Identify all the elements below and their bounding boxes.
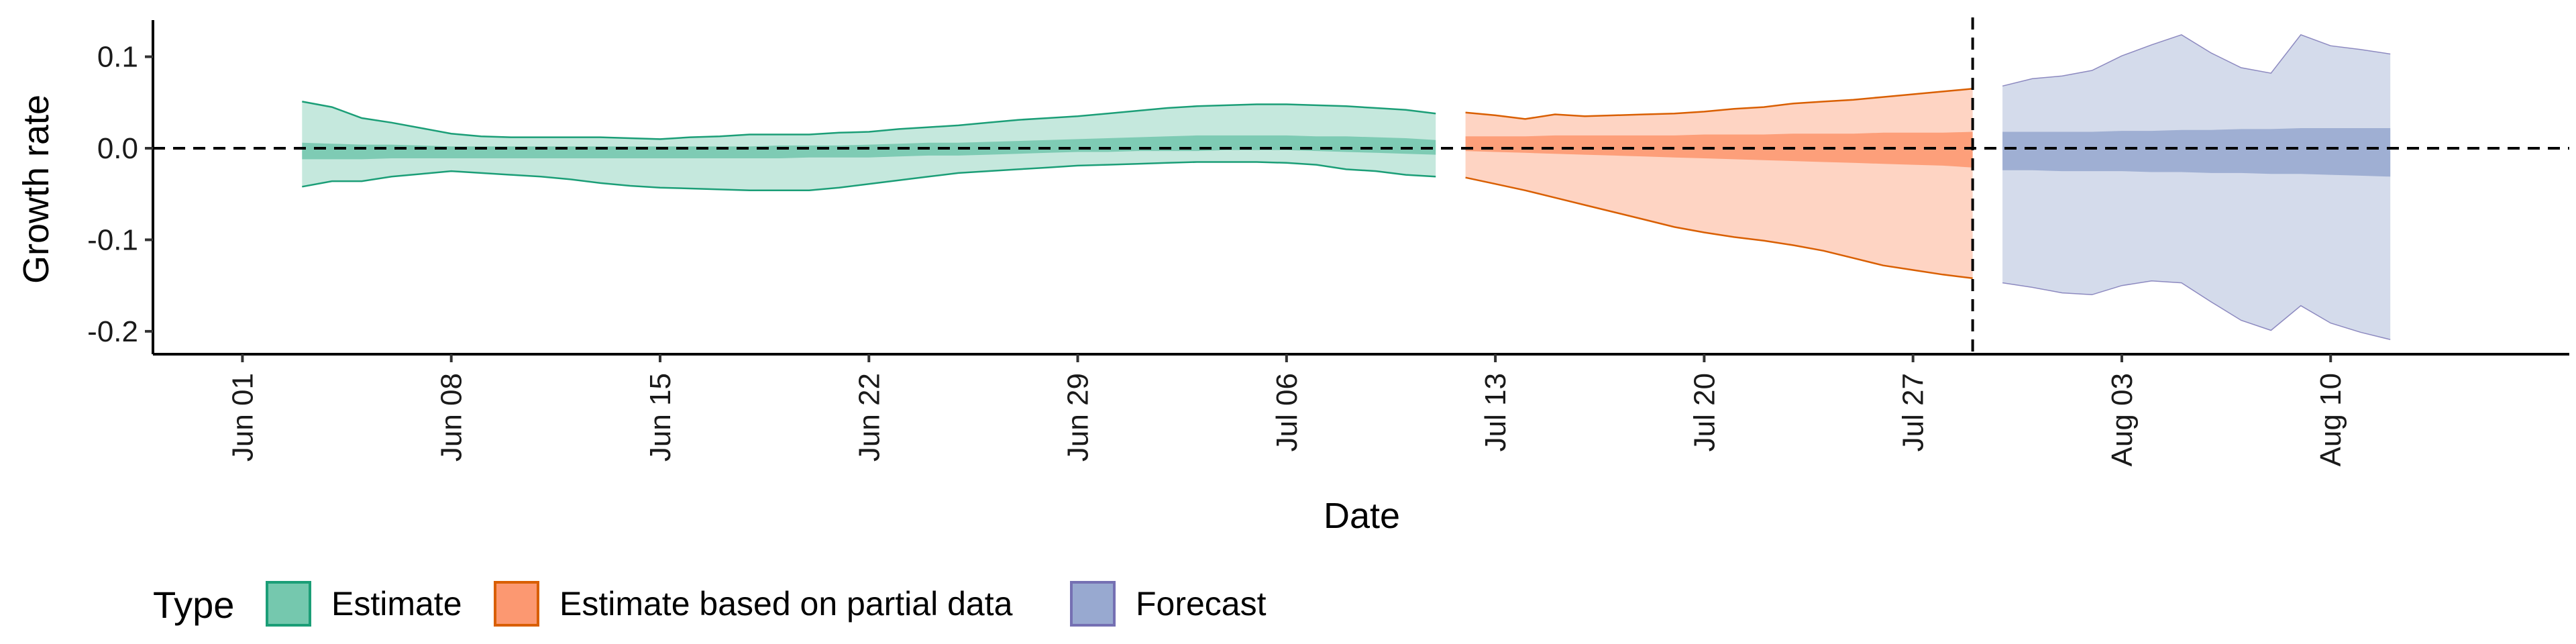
legend-title: Type: [153, 584, 234, 626]
legend-label-forecast: Forecast: [1136, 585, 1267, 623]
x-tick-label: Jul 06: [1271, 373, 1303, 451]
plot-area: [153, 17, 2569, 354]
x-tick-label: Jun 22: [853, 373, 885, 462]
forecast-lower-line: [2002, 280, 2391, 340]
tick-labels: 0.1 0.0 -0.1 -0.2 Jun 01 Jun 08 Jun 15 Jun 22 Ju…: [87, 41, 2347, 467]
x-tick-label: Aug 10: [2314, 373, 2347, 466]
axes: [152, 20, 2569, 356]
y-tick-label: 0.1: [97, 41, 138, 74]
forecast-outer-band: [2002, 34, 2391, 340]
y-axis-title: Growth rate: [16, 95, 56, 284]
legend-swatch-estimate: [266, 581, 311, 627]
estimate-based-on-partial-data-upper-line: [1465, 88, 1973, 120]
y-tick-label: -0.1: [87, 223, 138, 256]
x-tick-label: Jun 01: [226, 373, 259, 462]
x-tick-label: Jun 08: [435, 373, 468, 462]
legend-label-estimate: Estimate: [331, 585, 462, 623]
estimate-upper-line: [302, 101, 1436, 140]
estimate-based-on-partial-data-inner-band: [1465, 131, 1973, 168]
x-tick-label: Jun 15: [644, 373, 677, 462]
x-tick-label: Aug 03: [2106, 373, 2139, 466]
x-tick-label: Jun 29: [1062, 373, 1095, 462]
legend-label-estimate-based-on-partial-data: Estimate based on partial data: [559, 585, 1013, 623]
legend: Type Estimate Estimate based on partial d…: [153, 581, 1267, 627]
x-tick-label: Jul 20: [1688, 373, 1721, 451]
forecast-inner-band: [2002, 128, 2391, 177]
legend-swatch-estimate-based-on-partial-data: [494, 581, 539, 627]
y-tick-label: -0.2: [87, 315, 138, 348]
forecast-upper-line: [2002, 34, 2391, 87]
x-tick-label: Jul 13: [1479, 373, 1512, 451]
legend-swatch-forecast: [1070, 581, 1116, 627]
x-axis-title: Date: [1324, 496, 1400, 536]
estimate-lower-line: [302, 161, 1436, 192]
estimate-based-on-partial-data-lower-line: [1465, 176, 1973, 280]
y-tick-label: 0.0: [97, 132, 138, 165]
x-tick-label: Jul 27: [1897, 373, 1930, 451]
